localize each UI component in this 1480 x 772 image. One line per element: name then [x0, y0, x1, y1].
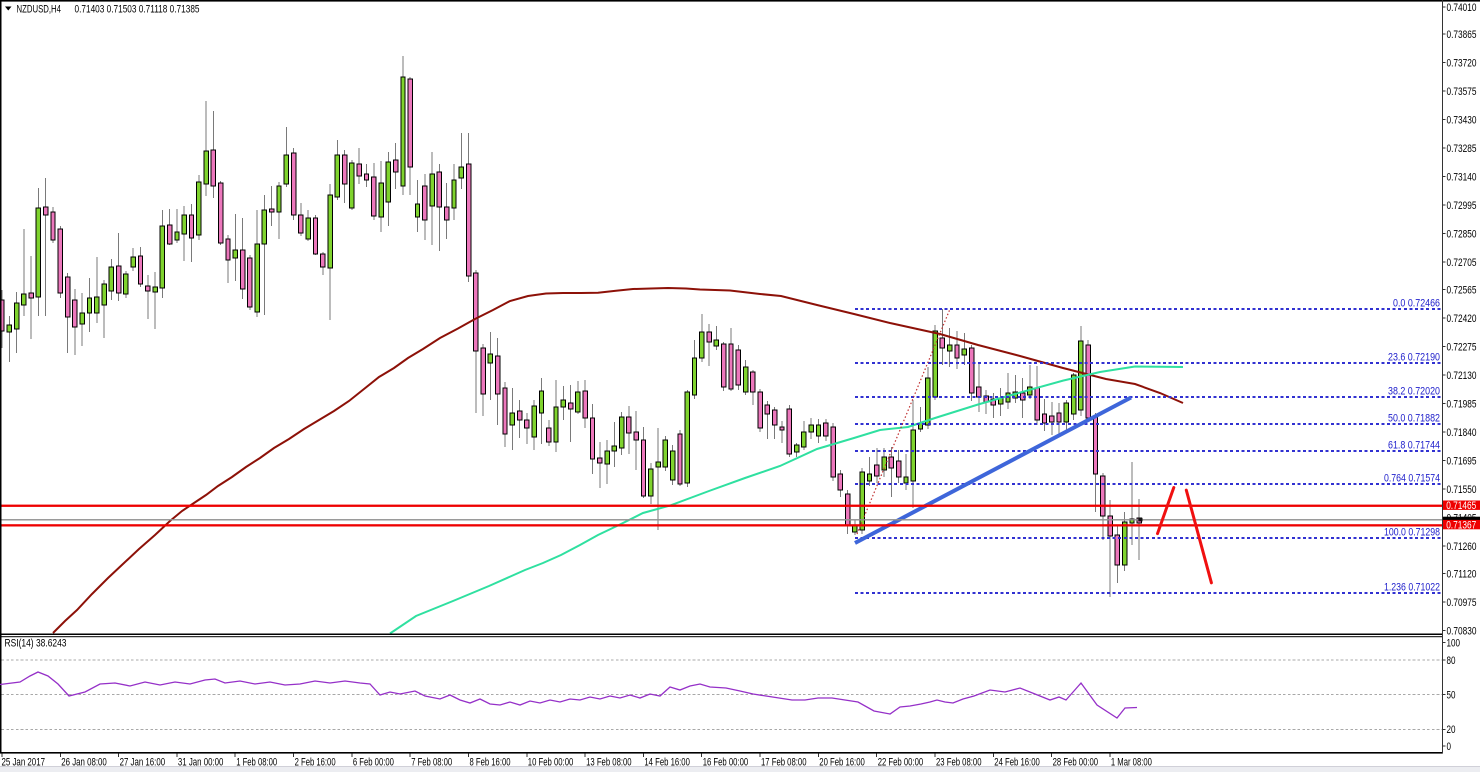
svg-text:8 Feb 16:00: 8 Feb 16:00: [470, 756, 511, 768]
svg-text:0.73140: 0.73140: [1447, 171, 1477, 183]
svg-text:23 Feb 08:00: 23 Feb 08:00: [936, 756, 982, 768]
svg-text:100: 100: [1447, 637, 1461, 649]
svg-text:0.72420: 0.72420: [1447, 313, 1477, 325]
svg-text:0.72995: 0.72995: [1447, 200, 1477, 212]
svg-text:31 Jan 00:00: 31 Jan 00:00: [178, 756, 224, 768]
svg-text:20 Feb 16:00: 20 Feb 16:00: [819, 756, 865, 768]
svg-text:16 Feb 00:00: 16 Feb 00:00: [703, 756, 749, 768]
svg-text:27 Jan 16:00: 27 Jan 16:00: [120, 756, 166, 768]
svg-text:2 Feb 16:00: 2 Feb 16:00: [295, 756, 336, 768]
svg-text:10 Feb 00:00: 10 Feb 00:00: [528, 756, 574, 768]
svg-text:22 Feb 00:00: 22 Feb 00:00: [878, 756, 924, 768]
svg-text:7 Feb 08:00: 7 Feb 08:00: [411, 756, 452, 768]
svg-text:61.8 0.71744: 61.8 0.71744: [1388, 440, 1440, 452]
svg-text:RSI(14) 38.6243: RSI(14) 38.6243: [5, 638, 67, 650]
svg-text:0.71260: 0.71260: [1447, 541, 1477, 553]
svg-text:0.72275: 0.72275: [1447, 341, 1477, 353]
svg-text:26 Jan 08:00: 26 Jan 08:00: [61, 756, 107, 768]
svg-text:50.0 0.71882: 50.0 0.71882: [1388, 413, 1440, 425]
svg-text:25 Jan 2017: 25 Jan 2017: [2, 756, 46, 768]
svg-text:38.2 0.72020: 38.2 0.72020: [1388, 386, 1440, 398]
svg-text:100.0 0.71298: 100.0 0.71298: [1384, 527, 1440, 539]
svg-text:23.6 0.72190: 23.6 0.72190: [1388, 352, 1440, 364]
svg-text:1 Mar 08:00: 1 Mar 08:00: [1111, 756, 1152, 768]
svg-text:0.0 0.72466: 0.0 0.72466: [1393, 298, 1440, 310]
svg-text:0.71695: 0.71695: [1447, 455, 1477, 467]
svg-text:1 Feb 08:00: 1 Feb 08:00: [236, 756, 277, 768]
svg-text:50: 50: [1447, 690, 1456, 702]
svg-text:17 Feb 08:00: 17 Feb 08:00: [761, 756, 807, 768]
svg-text:24 Feb 16:00: 24 Feb 16:00: [994, 756, 1040, 768]
svg-text:0.73865: 0.73865: [1447, 29, 1477, 41]
svg-text:0.71367: 0.71367: [1446, 519, 1476, 531]
svg-text:0.72565: 0.72565: [1447, 284, 1477, 296]
svg-text:0.71403 0.71503 0.71118 0.7138: 0.71403 0.71503 0.71118 0.71385: [75, 3, 200, 15]
svg-text:0: 0: [1447, 741, 1452, 753]
svg-text:0.70830: 0.70830: [1447, 625, 1477, 637]
svg-text:0.71550: 0.71550: [1447, 484, 1477, 496]
svg-text:0.73285: 0.73285: [1447, 143, 1477, 155]
svg-text:20: 20: [1447, 724, 1456, 736]
svg-text:0.71120: 0.71120: [1447, 569, 1477, 581]
svg-text:14 Feb 16:00: 14 Feb 16:00: [644, 756, 690, 768]
svg-text:6 Feb 00:00: 6 Feb 00:00: [353, 756, 394, 768]
svg-text:0.73430: 0.73430: [1447, 114, 1477, 126]
svg-text:0.72850: 0.72850: [1447, 228, 1477, 240]
svg-text:80: 80: [1447, 655, 1456, 667]
svg-text:0.73720: 0.73720: [1447, 57, 1477, 69]
svg-text:28 Feb 00:00: 28 Feb 00:00: [1053, 756, 1099, 768]
svg-text:0.72130: 0.72130: [1447, 370, 1477, 382]
svg-text:1.236 0.71022: 1.236 0.71022: [1384, 582, 1440, 594]
svg-text:0.764 0.71574: 0.764 0.71574: [1384, 473, 1440, 485]
svg-text:NZDUSD,H4: NZDUSD,H4: [17, 3, 62, 15]
svg-text:0.71465: 0.71465: [1446, 500, 1476, 512]
svg-text:13 Feb 08:00: 13 Feb 08:00: [586, 756, 632, 768]
svg-text:0.70975: 0.70975: [1447, 597, 1477, 609]
svg-text:0.72705: 0.72705: [1447, 257, 1477, 269]
svg-text:0.73575: 0.73575: [1447, 86, 1477, 98]
svg-text:0.71840: 0.71840: [1447, 427, 1477, 439]
svg-text:0.74010: 0.74010: [1447, 2, 1477, 14]
svg-text:0.71985: 0.71985: [1447, 398, 1477, 410]
